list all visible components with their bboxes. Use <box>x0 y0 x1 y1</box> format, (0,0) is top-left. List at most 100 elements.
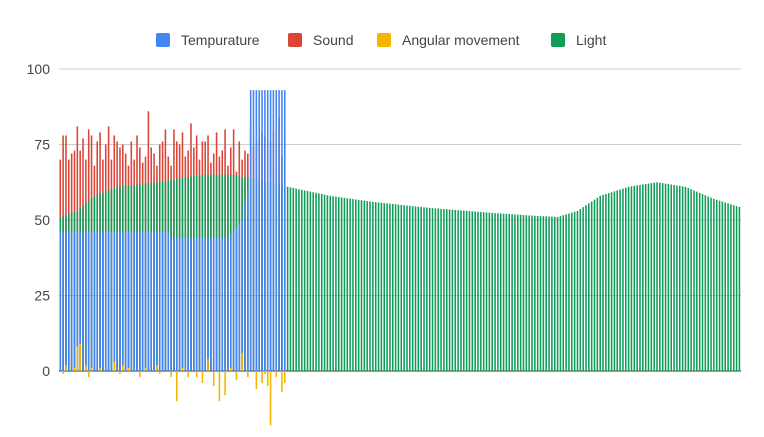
bar-angular-movement <box>247 371 249 378</box>
bar-light <box>548 216 550 371</box>
bar-light <box>454 209 457 371</box>
bar-light <box>303 190 306 371</box>
bar-tempurature <box>230 234 232 371</box>
bar-light <box>644 184 647 371</box>
bar-tempurature <box>113 232 116 371</box>
bar-light <box>622 188 624 371</box>
bar-light <box>445 209 448 371</box>
bar-angular-movement <box>195 371 198 378</box>
bar-tempurature <box>99 232 101 371</box>
bar-light <box>676 185 678 371</box>
bar-tempurature <box>59 232 62 371</box>
bar-light <box>428 207 431 371</box>
bar-angular-movement <box>87 371 90 378</box>
bar-light <box>508 214 511 371</box>
bar-angular-movement <box>230 367 232 371</box>
bar-light <box>724 202 727 371</box>
bar-tempurature <box>107 232 110 371</box>
bar-light <box>630 186 633 371</box>
legend-swatch-tempurature <box>156 33 170 47</box>
bar-light <box>391 203 394 371</box>
bar-light <box>735 206 738 371</box>
bar-light <box>360 200 363 371</box>
bar-light <box>707 196 709 371</box>
bar-light <box>363 200 366 371</box>
bar-angular-movement <box>212 371 215 387</box>
bar-tempurature <box>227 238 229 371</box>
bar-tempurature <box>218 238 221 371</box>
bar-light <box>394 204 397 371</box>
bar-tempurature <box>215 238 218 371</box>
bar-tempurature <box>193 238 195 371</box>
bar-light <box>443 209 445 371</box>
bar-light <box>616 190 619 371</box>
bar-light <box>565 214 567 371</box>
bar-light <box>400 204 403 371</box>
bar-angular-movement <box>261 371 263 384</box>
bar-tempurature <box>130 232 133 371</box>
bar-light <box>485 212 488 371</box>
legend-item-angular-movement[interactable]: Angular movement <box>377 30 520 50</box>
bar-angular-movement <box>122 364 124 371</box>
bar-light <box>730 204 732 371</box>
bar-tempurature <box>156 232 158 371</box>
bar-light <box>434 208 437 371</box>
bar-light <box>315 192 317 371</box>
bar-tempurature <box>141 232 144 371</box>
bar-angular-movement <box>170 371 172 378</box>
bar-tempurature <box>150 232 152 371</box>
legend-item-tempurature[interactable]: Tempurature <box>156 30 260 50</box>
bar-light <box>568 213 570 371</box>
bar-light <box>426 207 428 371</box>
bar-tempurature <box>176 238 178 371</box>
bar-light <box>599 195 601 371</box>
y-tick-label: 75 <box>34 137 50 153</box>
bar-light <box>661 183 664 371</box>
bar-light <box>636 185 638 371</box>
bar-light <box>553 216 556 371</box>
bar-light <box>312 192 314 371</box>
bar-light <box>624 187 627 371</box>
bar-tempurature <box>110 232 113 371</box>
bar-angular-movement <box>119 371 121 375</box>
bar-angular-movement <box>65 364 67 371</box>
bar-tempurature <box>68 232 70 371</box>
legend-item-sound[interactable]: Sound <box>288 30 353 50</box>
bar-angular-movement <box>181 367 184 371</box>
bar-light <box>460 210 462 371</box>
bar-light <box>667 184 670 371</box>
bar-light <box>332 196 334 371</box>
bar-angular-movement <box>241 352 243 371</box>
bar-light <box>423 207 425 371</box>
bar-light <box>448 209 451 371</box>
bar-light <box>562 215 565 371</box>
bar-tempurature <box>167 232 170 371</box>
bar-angular-movement <box>207 358 209 371</box>
bar-tempurature <box>252 90 255 371</box>
bar-light <box>414 206 417 371</box>
bar-light <box>431 208 434 371</box>
bar-light <box>590 201 593 371</box>
bar-light <box>732 205 735 371</box>
bar-light <box>397 204 400 371</box>
bar-light <box>605 194 607 371</box>
bar-angular-movement <box>113 361 116 371</box>
bar-light <box>346 198 349 371</box>
bar-tempurature <box>178 238 181 371</box>
bar-light <box>738 207 741 371</box>
bar-light <box>551 216 553 371</box>
bar-light <box>451 209 454 371</box>
bar-light <box>337 197 340 371</box>
bar-light <box>357 199 360 371</box>
legend-item-light[interactable]: Light <box>551 30 606 50</box>
bar-angular-movement <box>266 371 269 387</box>
bar-light <box>528 215 530 371</box>
bar-light <box>656 182 658 371</box>
bar-tempurature <box>147 232 150 371</box>
bar-tempurature <box>198 238 201 371</box>
legend-swatch-sound <box>288 33 302 47</box>
bar-tempurature <box>82 232 84 371</box>
bar-light <box>684 186 687 371</box>
bar-angular-movement <box>224 371 226 396</box>
